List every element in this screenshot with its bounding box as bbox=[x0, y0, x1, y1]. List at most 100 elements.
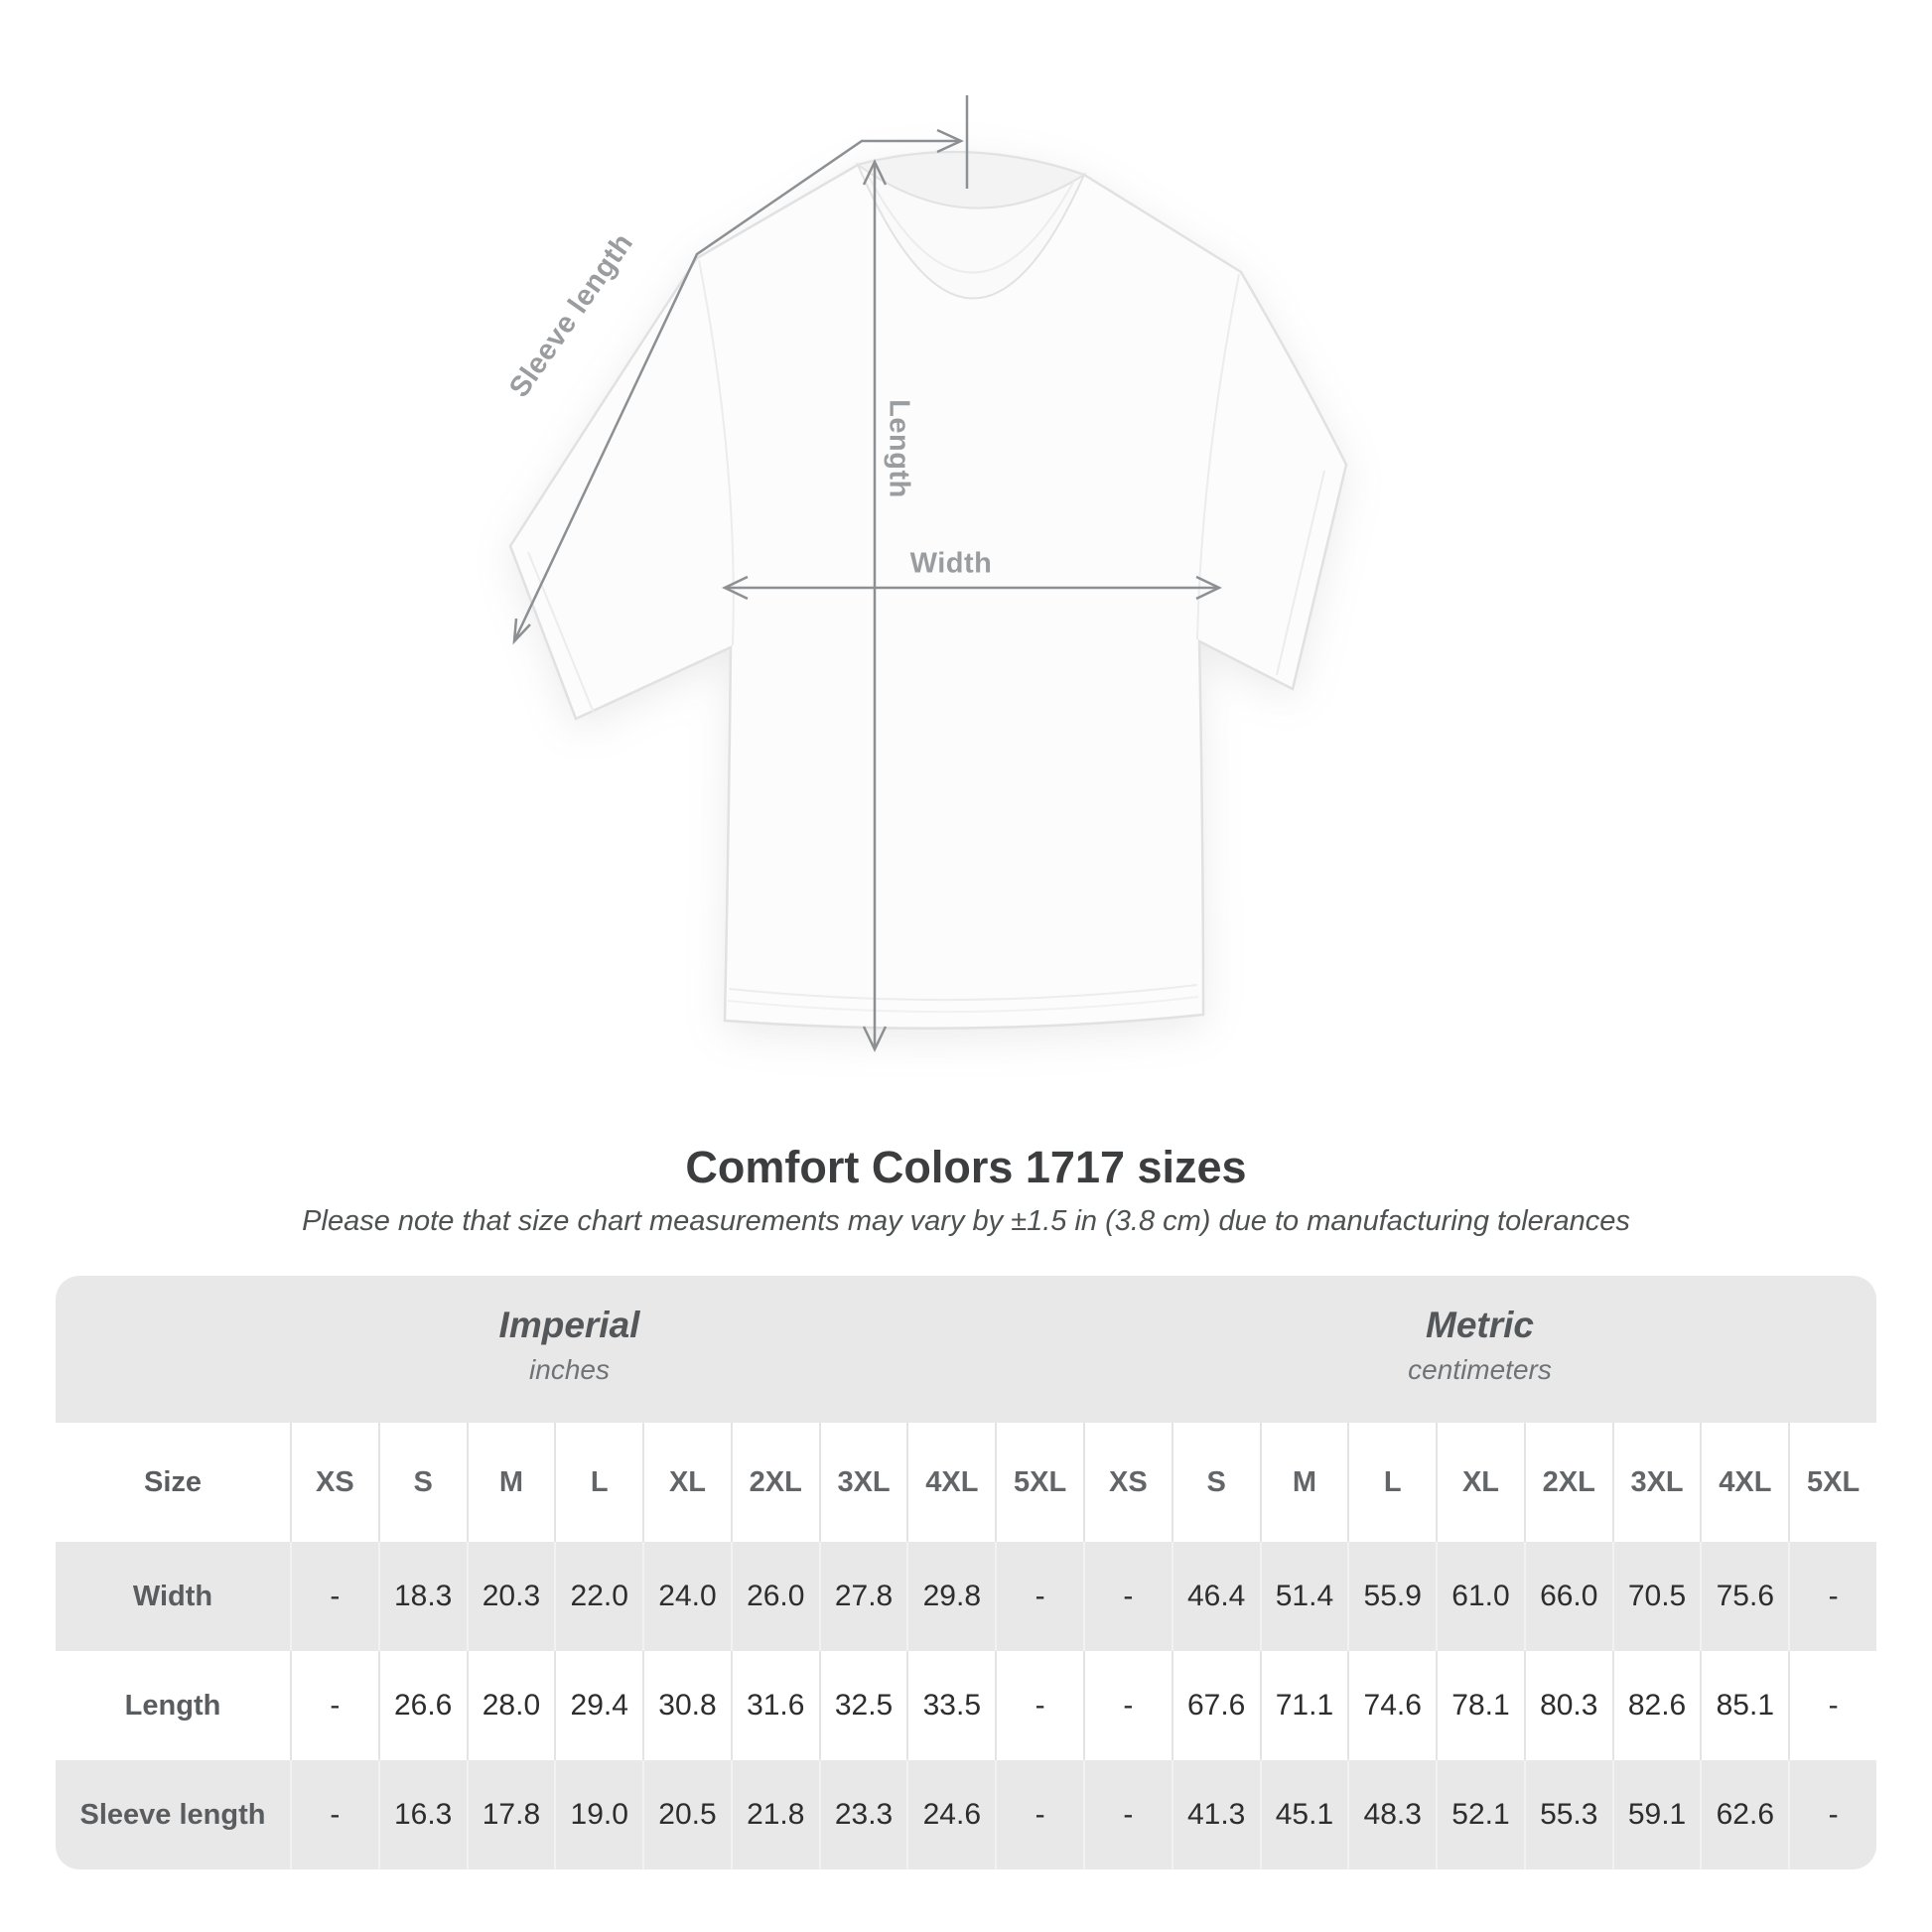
value-cell: 18.3 bbox=[377, 1542, 467, 1651]
tshirt-collar-rib-line bbox=[867, 174, 1075, 274]
tshirt-illustration bbox=[508, 95, 1348, 1052]
value-cell: 30.8 bbox=[642, 1651, 731, 1760]
value-cell: - bbox=[995, 1760, 1083, 1869]
imperial-header-title: Imperial bbox=[498, 1305, 640, 1345]
size-header-metric-5xl: 5XL bbox=[1788, 1423, 1876, 1542]
value-cell: 78.1 bbox=[1436, 1651, 1524, 1760]
value-cell: - bbox=[1083, 1760, 1172, 1869]
size-column-header: Size bbox=[143, 1465, 203, 1498]
size-header-imperial-xl: XL bbox=[642, 1423, 731, 1542]
row-label: Sleeve length bbox=[79, 1798, 266, 1831]
length-bottom-arrowhead bbox=[862, 1026, 888, 1052]
tshirt-left-cuff-seam bbox=[527, 551, 595, 714]
tshirt-measurement-diagram: Sleeve length Length Width bbox=[503, 95, 1348, 1052]
value-cell: 71.1 bbox=[1259, 1651, 1348, 1760]
value-cell: 24.0 bbox=[642, 1542, 731, 1651]
sleeve-length-line bbox=[512, 139, 959, 642]
size-table: Imperial inches Metric centimeters Size X… bbox=[56, 1276, 1876, 1869]
value-cell: 28.0 bbox=[466, 1651, 555, 1760]
value-cell: 48.3 bbox=[1347, 1760, 1436, 1869]
value-cell: 32.5 bbox=[818, 1651, 907, 1760]
tolerance-note: Please note that size chart measurements… bbox=[302, 1205, 1630, 1237]
width-label: Width bbox=[909, 547, 993, 580]
value-cell: - bbox=[995, 1542, 1083, 1651]
size-header-metric-l: L bbox=[1347, 1423, 1436, 1542]
width-left-arrowhead bbox=[722, 575, 749, 601]
value-cell: 75.6 bbox=[1700, 1542, 1788, 1651]
measurement-lines bbox=[512, 95, 1222, 1052]
size-header-metric-4xl: 4XL bbox=[1700, 1423, 1788, 1542]
value-cell: 70.5 bbox=[1611, 1542, 1701, 1651]
value-cell: 61.0 bbox=[1436, 1542, 1524, 1651]
value-cell: 23.3 bbox=[818, 1760, 907, 1869]
tshirt-left-armhole-seam bbox=[698, 259, 735, 646]
tshirt-hem-seam-2 bbox=[727, 996, 1199, 1014]
tshirt-right-armhole-seam bbox=[1196, 273, 1240, 640]
sleeve-length-start-arrowhead bbox=[512, 618, 531, 645]
row-width: Width -18.3 20.3 22.0 24.0 26.0 27.8 29.8- -46.4… bbox=[56, 1542, 1876, 1651]
size-header-imperial-5xl: 5XL bbox=[995, 1423, 1083, 1542]
value-cell: - bbox=[1083, 1542, 1172, 1651]
value-cell: 22.0 bbox=[554, 1542, 642, 1651]
size-header-imperial-xs: XS bbox=[290, 1423, 378, 1542]
value-cell: 20.5 bbox=[642, 1760, 731, 1869]
value-cell: 59.1 bbox=[1611, 1760, 1701, 1869]
value-cell: - bbox=[290, 1651, 378, 1760]
value-cell: 62.6 bbox=[1700, 1760, 1788, 1869]
row-length: Length -26.6 28.0 29.4 30.8 31.6 32.5 33.5- -67.… bbox=[56, 1651, 1876, 1760]
value-cell: - bbox=[995, 1651, 1083, 1760]
size-header-imperial-l: L bbox=[554, 1423, 642, 1542]
value-cell: - bbox=[1788, 1651, 1876, 1760]
value-cell: 55.9 bbox=[1347, 1542, 1436, 1651]
size-header-metric-2xl: 2XL bbox=[1523, 1423, 1612, 1542]
tshirt-collar bbox=[855, 162, 1087, 300]
value-cell: - bbox=[1788, 1760, 1876, 1869]
value-cell: 33.5 bbox=[906, 1651, 995, 1760]
length-label: Length bbox=[883, 399, 915, 498]
size-header-imperial-2xl: 2XL bbox=[730, 1423, 819, 1542]
value-cell: 52.1 bbox=[1436, 1760, 1524, 1869]
metric-header-subtitle: centimeters bbox=[1408, 1354, 1552, 1385]
width-right-arrowhead bbox=[1195, 575, 1222, 601]
value-cell: 24.6 bbox=[906, 1760, 995, 1869]
value-cell: 27.8 bbox=[818, 1542, 907, 1651]
value-cell: 51.4 bbox=[1259, 1542, 1348, 1651]
value-cell: 16.3 bbox=[377, 1760, 467, 1869]
value-cell: 74.6 bbox=[1347, 1651, 1436, 1760]
size-header-metric-3xl: 3XL bbox=[1611, 1423, 1701, 1542]
size-header-metric-xs: XS bbox=[1083, 1423, 1172, 1542]
size-header-imperial-m: M bbox=[466, 1423, 555, 1542]
value-cell: - bbox=[1788, 1542, 1876, 1651]
value-cell: 82.6 bbox=[1611, 1651, 1701, 1760]
value-cell: 26.6 bbox=[377, 1651, 467, 1760]
row-label: Width bbox=[132, 1580, 213, 1612]
tshirt-body bbox=[508, 150, 1348, 1030]
page-title: Comfort Colors 1717 sizes bbox=[685, 1142, 1247, 1192]
size-header-metric-m: M bbox=[1259, 1423, 1348, 1542]
value-cell: 55.3 bbox=[1523, 1760, 1612, 1869]
value-cell: - bbox=[1083, 1651, 1172, 1760]
value-cell: 29.8 bbox=[906, 1542, 995, 1651]
imperial-header-subtitle: inches bbox=[529, 1354, 610, 1385]
size-header-imperial-3xl: 3XL bbox=[818, 1423, 907, 1542]
row-label: Length bbox=[124, 1689, 221, 1722]
metric-header: Metric centimeters bbox=[1083, 1276, 1876, 1423]
value-cell: 29.4 bbox=[554, 1651, 642, 1760]
value-cell: 26.0 bbox=[730, 1542, 819, 1651]
value-cell: 19.0 bbox=[554, 1760, 642, 1869]
metric-header-title: Metric bbox=[1426, 1305, 1534, 1345]
value-cell: 85.1 bbox=[1700, 1651, 1788, 1760]
value-cell: 31.6 bbox=[730, 1651, 819, 1760]
tshirt-hem-seam bbox=[728, 984, 1198, 1002]
length-top-arrowhead bbox=[862, 159, 888, 186]
value-cell: 17.8 bbox=[466, 1760, 555, 1869]
value-cell: 45.1 bbox=[1259, 1760, 1348, 1869]
size-table-grid: Size XS S M L XL 2XL 3XL 4XL 5XL XS S M L XL 2XL 3XL 4XL 5… bbox=[56, 1423, 1876, 1869]
value-cell: 46.4 bbox=[1171, 1542, 1260, 1651]
value-cell: - bbox=[290, 1542, 378, 1651]
size-header-metric-xl: XL bbox=[1436, 1423, 1524, 1542]
value-cell: 80.3 bbox=[1523, 1651, 1612, 1760]
size-header-imperial-s: S bbox=[377, 1423, 467, 1542]
unit-header-band: Imperial inches Metric centimeters bbox=[56, 1276, 1876, 1423]
value-cell: 66.0 bbox=[1523, 1542, 1612, 1651]
